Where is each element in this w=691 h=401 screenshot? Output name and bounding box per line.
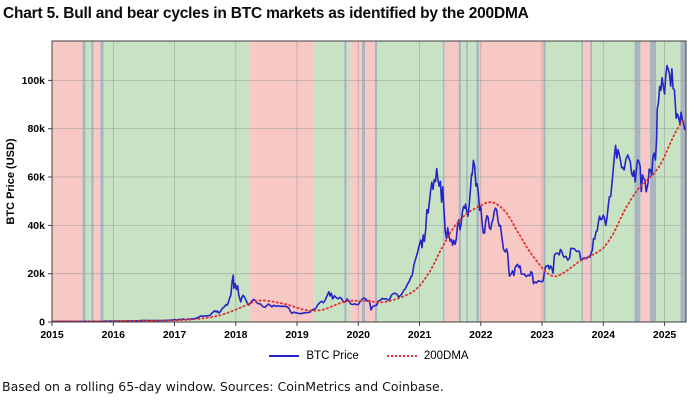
x-tick-label: 2016 <box>102 329 126 341</box>
band-neutral <box>362 41 366 322</box>
band-neutral <box>442 41 445 322</box>
dma-line <box>52 118 686 322</box>
btc-price-line <box>52 64 686 322</box>
band-neutral <box>680 41 686 322</box>
band-bull <box>377 41 443 322</box>
band-neutral <box>590 41 593 322</box>
band-neutral <box>476 41 479 322</box>
chart-legend: BTC Price 200DMA <box>52 350 686 362</box>
plot-frame <box>51 40 687 323</box>
band-neutral <box>634 41 641 322</box>
band-neutral <box>82 41 86 322</box>
band-neutral <box>374 41 378 322</box>
btc-price-line-swatch <box>269 355 300 357</box>
legend-label-btc-price: BTC Price <box>306 350 359 362</box>
btc-cycles-chart: 2015 2016 2017 2018 2019 2020 2021 2022 2023 2024… <box>5 40 687 341</box>
band-bull <box>656 41 681 322</box>
chart-title: Chart 5. Bull and bear cycles in BTC mar… <box>3 5 529 22</box>
y-tick-label: 0 <box>39 317 45 329</box>
band-bear <box>52 41 83 322</box>
band-neutral <box>458 41 462 322</box>
band-bull <box>346 41 351 322</box>
y-tick-label: 60k <box>27 172 45 184</box>
source-note: Based on a rolling 65-day window. Source… <box>2 379 444 394</box>
band-bear <box>365 41 375 322</box>
y-tick-label: 20k <box>27 268 45 280</box>
band-bull <box>592 41 635 322</box>
x-tick-label: 2020 <box>347 329 371 341</box>
y-tick-label: 100k <box>22 75 46 87</box>
band-neutral <box>344 41 347 322</box>
legend-item-btc-price: BTC Price <box>269 350 359 362</box>
x-tick-label: 2021 <box>408 329 432 341</box>
band-bear <box>249 41 315 322</box>
band-bull <box>545 41 582 322</box>
band-bull <box>314 41 345 322</box>
band-neutral <box>543 41 546 322</box>
band-neutral <box>466 41 468 322</box>
band-neutral <box>649 41 656 322</box>
x-tick-label: 2017 <box>163 329 187 341</box>
legend-label-200dma: 200DMA <box>423 350 469 362</box>
x-tick-label: 2018 <box>224 329 248 341</box>
band-bull <box>85 41 92 322</box>
y-axis-title: BTC Price (USD) <box>5 138 17 225</box>
band-bear <box>93 41 101 322</box>
band-bull <box>103 41 250 322</box>
legend-item-200dma: 200DMA <box>386 350 469 362</box>
band-neutral <box>91 41 94 322</box>
dma-line-swatch <box>386 355 417 357</box>
band-bear <box>583 41 591 322</box>
y-tick-label: 40k <box>27 220 45 232</box>
y-tick-label: 80k <box>27 123 45 135</box>
band-neutral <box>100 41 104 322</box>
x-tick-label: 2025 <box>653 329 677 341</box>
x-tick-label: 2023 <box>530 329 554 341</box>
band-bull <box>461 41 467 322</box>
x-tick-label: 2019 <box>285 329 309 341</box>
x-tick-label: 2024 <box>592 329 616 341</box>
band-bear <box>350 41 362 322</box>
band-neutral <box>581 41 584 322</box>
x-tick-label: 2022 <box>469 329 493 341</box>
x-tick-label: 2015 <box>40 329 64 341</box>
band-bull <box>467 41 477 322</box>
band-bear <box>444 41 459 322</box>
